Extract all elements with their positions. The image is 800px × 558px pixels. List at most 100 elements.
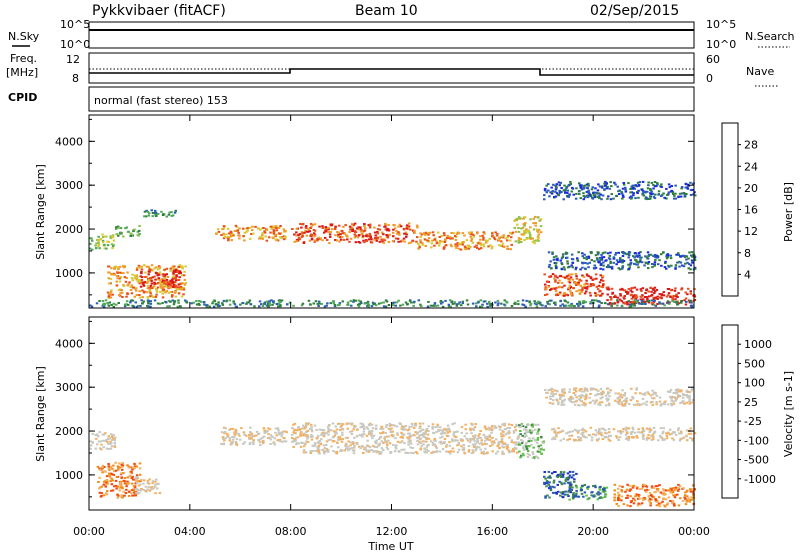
velocity-cell <box>485 442 489 445</box>
power-cell <box>176 288 179 291</box>
power-cell <box>261 237 264 240</box>
power-cell <box>628 263 632 266</box>
power-cell <box>428 231 432 234</box>
velocity-cell <box>663 505 667 508</box>
power-cell <box>684 186 687 189</box>
velocity-cell <box>363 433 366 436</box>
power-cell <box>359 226 362 229</box>
power-cell <box>643 264 646 267</box>
power-cell <box>393 227 397 230</box>
velocity-cell <box>325 431 328 434</box>
power-cell <box>212 305 216 308</box>
velocity-cell <box>590 436 594 439</box>
velocity-cell <box>107 465 110 468</box>
velocity-cell <box>421 422 425 425</box>
velocity-cell <box>604 435 607 438</box>
velocity-cell <box>231 436 234 438</box>
velocity-cell <box>118 462 121 465</box>
velocity-cell <box>526 455 530 458</box>
velocity-cell <box>372 434 376 437</box>
velocity-cell <box>677 427 680 430</box>
velocity-cell <box>551 390 554 393</box>
power-cell <box>164 285 168 288</box>
power-cell <box>651 287 655 290</box>
velocity-cell <box>423 450 426 453</box>
power-cell <box>282 228 286 231</box>
power-cell <box>668 301 671 304</box>
velocity-cell <box>381 432 384 435</box>
power-cell <box>117 302 120 304</box>
power-cell <box>102 236 105 238</box>
power-cell <box>644 197 647 200</box>
power-cell <box>253 305 256 308</box>
power-cell <box>175 269 178 271</box>
power-cell <box>411 240 415 243</box>
velocity-cell <box>555 433 558 436</box>
power-cell <box>652 184 655 186</box>
power-cell <box>639 288 643 291</box>
velocity-cell <box>310 436 313 438</box>
velocity-cell <box>308 428 312 430</box>
power-cell <box>599 263 603 266</box>
power-cell <box>649 197 652 200</box>
power-cell <box>623 289 626 292</box>
velocity-cell <box>679 402 682 404</box>
velocity-cell <box>641 397 645 400</box>
power-cell <box>586 196 590 199</box>
velocity-cell <box>474 423 477 425</box>
velocity-cell <box>291 427 294 430</box>
power-cell <box>496 304 500 307</box>
power-cell <box>345 234 348 237</box>
velocity-cell <box>113 442 116 445</box>
velocity-cell <box>488 426 491 429</box>
power-cell <box>645 256 649 259</box>
velocity-cell <box>418 427 421 430</box>
velocity-cell <box>566 493 569 496</box>
velocity-cell <box>466 439 470 442</box>
power-cell <box>115 226 118 229</box>
velocity-cell <box>377 444 380 446</box>
velocity-cell <box>617 505 620 507</box>
power-cell <box>150 279 153 282</box>
velocity-cell <box>567 490 570 493</box>
power-cell <box>385 300 389 303</box>
velocity-cell <box>105 478 109 481</box>
power-cell <box>425 232 428 235</box>
power-cell <box>156 302 160 305</box>
velocity-cell <box>658 400 662 403</box>
velocity-cell <box>454 436 458 439</box>
velocity-cell <box>377 450 381 453</box>
power-cell <box>588 193 592 196</box>
velocity-cell <box>582 390 586 393</box>
velocity-cell <box>552 427 556 430</box>
power-cell <box>496 232 499 235</box>
velocity-cell <box>399 436 402 439</box>
power-cell <box>234 224 238 227</box>
velocity-cell <box>407 438 410 441</box>
power-cell <box>101 300 105 302</box>
power-cell <box>600 253 603 256</box>
velocity-cell <box>581 427 585 430</box>
power-cell <box>578 292 582 295</box>
power-cell <box>482 231 485 234</box>
power-cell <box>590 299 594 302</box>
power-cell <box>228 303 232 306</box>
power-cell <box>358 303 361 305</box>
power-cell <box>109 291 113 294</box>
velocity-cell <box>500 435 503 438</box>
velocity-cell <box>686 439 689 442</box>
power-cell <box>570 253 574 256</box>
power-cell <box>514 301 517 304</box>
power-cell <box>258 237 261 240</box>
power-cell <box>148 289 151 292</box>
velocity-cell <box>598 488 601 491</box>
velocity-cell <box>559 398 562 400</box>
velocity-cell <box>392 424 395 427</box>
power-cell <box>292 304 295 307</box>
power-cell <box>142 291 146 294</box>
power-cell <box>280 299 284 302</box>
velocity-cell <box>578 389 581 392</box>
velocity-cell <box>443 428 446 431</box>
power-cell <box>432 304 435 307</box>
power-cell <box>362 239 365 242</box>
